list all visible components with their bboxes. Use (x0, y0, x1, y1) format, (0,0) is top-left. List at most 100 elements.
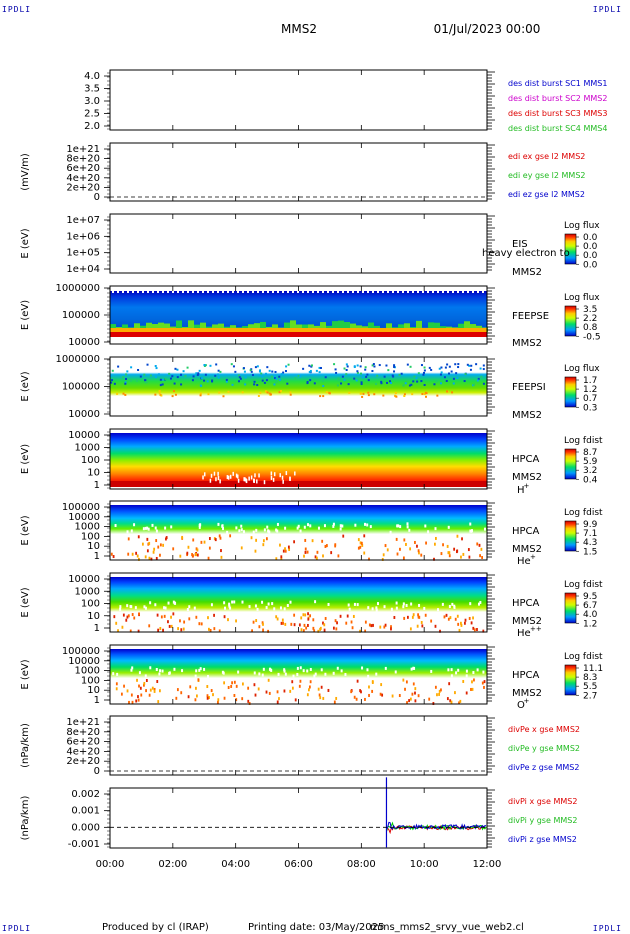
spectrogram-cell (403, 538, 406, 542)
spectrogram-cell (211, 380, 214, 383)
spectrogram-cell (434, 624, 437, 628)
spectrogram-cell (375, 606, 378, 610)
spectrogram-cell (428, 322, 434, 332)
corner-label-top-right: IPDLI (592, 5, 622, 14)
date-label: 01/Jul/2023 00:00 (434, 22, 541, 36)
spectrogram-cell (186, 607, 189, 611)
spectrogram-cell (370, 624, 373, 628)
y-tick-label: 100 (81, 599, 100, 610)
spectrogram-cell (371, 689, 374, 693)
spectrogram-cell (302, 629, 305, 633)
spectrogram-cell (248, 476, 250, 481)
spectrogram-cell (273, 472, 276, 477)
spectrogram-cell (117, 629, 119, 633)
spectrogram-cell (454, 691, 456, 695)
spectrogram-cell (213, 613, 215, 617)
spectrogram-cell (154, 376, 157, 379)
y-tick-label: 1 (94, 551, 100, 562)
y-tick-label: 1 (94, 480, 100, 491)
spectrogram-cell (364, 366, 367, 369)
spectrogram-cell (296, 666, 299, 670)
spectrogram-cell (310, 365, 313, 368)
spectrogram-cell (115, 687, 118, 691)
y-tick-label: 4e+20 (66, 173, 100, 184)
spectrogram-cell (268, 530, 271, 534)
spectrogram-cell (287, 545, 290, 549)
spectrogram-cell (345, 373, 348, 376)
spectrogram-cell (470, 364, 473, 367)
spectrogram-cell (198, 369, 201, 372)
spectrogram-cell (121, 625, 124, 629)
spectrogram-cell (303, 554, 305, 558)
spectrogram-cell (270, 375, 273, 378)
spectrogram-cell (136, 554, 139, 558)
spectrogram-cell (462, 679, 465, 683)
legend-entry: des dist burst SC4 MMS4 (508, 124, 607, 133)
spectrogram-cell (280, 621, 283, 625)
spectrogram-cell (443, 376, 446, 379)
spectrogram-cell (455, 372, 458, 375)
spectrogram-cell (143, 373, 146, 376)
spectrogram-cell (278, 375, 281, 378)
y-tick-label: 2e+20 (66, 756, 100, 767)
legend-entry: edi ez gse l2 MMS2 (508, 190, 585, 199)
spectrogram-cell (283, 668, 286, 672)
spectrogram-cell (138, 557, 140, 561)
spectrogram-cell (404, 687, 406, 691)
spectrogram-cell (270, 668, 273, 672)
spectrogram-cell (359, 392, 362, 395)
spectrogram-cell (353, 365, 356, 368)
spectrogram-cell (159, 626, 162, 630)
spectrogram-cell (250, 475, 253, 480)
spectrogram-cell (309, 614, 312, 618)
y-tick-label: 4.0 (84, 71, 100, 82)
spectrogram-cell (133, 523, 136, 527)
spectrogram-cell (479, 367, 482, 370)
spectrogram-cell (414, 687, 417, 691)
spectrogram-cell (260, 372, 263, 375)
spectrogram-cell (284, 549, 287, 553)
spectrogram-cell (447, 617, 450, 621)
spectrogram-cell (131, 613, 134, 617)
spectrogram-cell (289, 477, 291, 482)
spectrogram-cell (380, 683, 383, 687)
spectrogram-cell (483, 680, 486, 684)
spectrogram-cell (259, 369, 262, 372)
spectrogram-cell (222, 291, 224, 293)
spectrogram-cell (299, 679, 302, 683)
spectrogram-cell (407, 291, 409, 293)
spectrogram-cell (437, 608, 440, 612)
spectrogram-cell (228, 602, 231, 606)
spectrogram-cell (393, 615, 396, 619)
spectrogram-cell (182, 291, 184, 293)
spectrogram-cell (122, 376, 125, 379)
spectrogram-cell (411, 692, 414, 696)
spectrogram-cell (207, 556, 210, 560)
y-tick-label: 10 (87, 541, 100, 552)
spectrogram-cell (408, 699, 410, 703)
spectrogram-cell (149, 601, 152, 605)
spectrogram-cell (218, 391, 221, 394)
spectrogram-cell (196, 694, 198, 698)
spectrogram-cell (312, 626, 315, 630)
spectrogram-cell (149, 666, 152, 670)
spectrogram-cell (210, 603, 213, 607)
spectrogram-cell (298, 623, 301, 627)
colorbar-tick-label: 0.0 (583, 251, 598, 261)
spectrogram-cell (324, 672, 327, 676)
spectrogram-cell (332, 626, 335, 630)
spectrogram-cell (448, 554, 451, 558)
spectrogram-cell (187, 545, 190, 549)
spectrogram-cell (403, 393, 406, 396)
spectrogram-cell (195, 615, 198, 619)
spectrogram-cell (410, 383, 413, 386)
spectrogram-cell (273, 383, 276, 386)
spectrogram-cell (282, 291, 284, 293)
spectrogram-cell (397, 524, 400, 528)
spectrogram-cell (255, 619, 258, 623)
spectrogram-cell (202, 475, 204, 480)
colorbar (564, 376, 577, 408)
spectrogram-cell (460, 623, 463, 627)
spectrogram-cell (261, 621, 264, 625)
spectrogram-cell (477, 602, 480, 606)
